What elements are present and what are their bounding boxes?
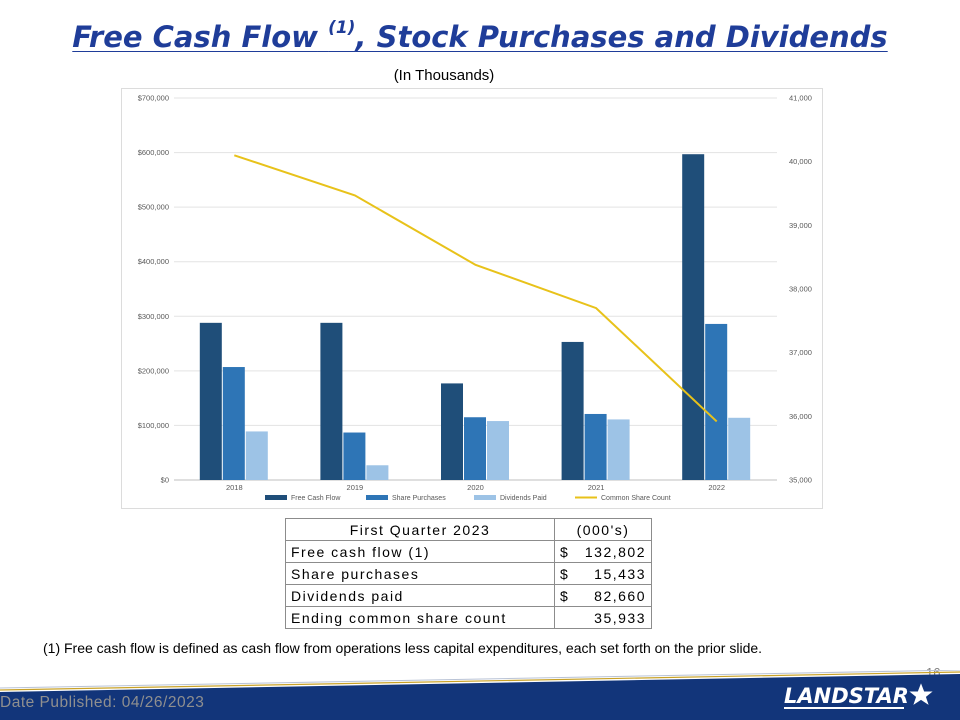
y-right-tick-label: 41,000 [789, 94, 812, 103]
table-row-currency: $ [560, 543, 570, 560]
legend-label: Dividends Paid [500, 495, 547, 502]
y-left-tick-label: $300,000 [138, 312, 169, 321]
table-row: Ending common share count 35,933 [285, 606, 652, 629]
y-left-tick-label: $500,000 [138, 203, 169, 212]
bar-share-purchases [222, 367, 245, 480]
slide-title: Free Cash Flow (1), Stock Purchases and … [0, 18, 960, 54]
table-row-label: Ending common share count [285, 606, 555, 629]
table-row-value: 82,660 [594, 587, 646, 604]
y-right-tick-label: 39,000 [789, 221, 812, 230]
y-right-tick-label: 40,000 [789, 157, 812, 166]
title-rest: , Stock Purchases and Dividends [355, 20, 888, 54]
bar-share-purchases [705, 323, 728, 480]
table-header-row: First Quarter 2023 (000's) [285, 518, 652, 541]
legend-swatch [474, 495, 496, 500]
y-left-tick-label: $0 [161, 476, 169, 485]
bar-free-cash-flow [441, 383, 463, 480]
bottom-band [0, 670, 960, 720]
y-left-tick-label: $100,000 [138, 421, 169, 430]
date-published: Date Published: 04/26/2023 [0, 694, 205, 711]
table-row-value: 132,802 [584, 543, 646, 560]
legend-label: Free Cash Flow [291, 495, 341, 502]
landstar-logo: LANDSTAR [784, 680, 936, 709]
table-row: Share purchases $15,433 [285, 562, 652, 585]
table-row: Free cash flow (1) $132,802 [285, 540, 652, 563]
bar-free-cash-flow [320, 322, 343, 480]
bar-dividends-paid [728, 417, 751, 480]
x-tick-label: 2018 [226, 483, 243, 492]
star-icon [906, 680, 936, 708]
table-row-value: 35,933 [594, 609, 646, 626]
table-row-label: Free cash flow (1) [285, 540, 555, 563]
table-row: Dividends paid $82,660 [285, 584, 652, 607]
bar-free-cash-flow [682, 154, 705, 481]
x-tick-label: 2022 [708, 483, 725, 492]
y-right-tick-label: 37,000 [789, 348, 812, 357]
y-left-tick-label: $600,000 [138, 148, 169, 157]
table-row-currency: $ [560, 587, 570, 604]
combo-chart: $0 $100,000 $200,000 $300,000 $400,000 $500,0… [138, 94, 812, 503]
table-row-value: 15,433 [594, 565, 646, 582]
legend-label: Common Share Count [601, 495, 671, 502]
table-row-label: Share purchases [285, 562, 555, 585]
x-tick-label: 2019 [347, 483, 364, 492]
line-common-share-count [233, 154, 718, 423]
bar-dividends-paid [607, 419, 630, 480]
chart-container: $0 $100,000 $200,000 $300,000 $400,000 $500,0… [121, 88, 823, 509]
bar-dividends-paid [487, 421, 509, 480]
bar-free-cash-flow [561, 341, 584, 480]
footnote: (1) Free cash flow is defined as cash fl… [43, 640, 763, 656]
bar-share-purchases [343, 432, 366, 480]
logo-wordmark: LANDSTAR [784, 684, 909, 708]
y-right-tick-label: 36,000 [789, 412, 812, 421]
y-right-tick-label: 35,000 [789, 476, 812, 485]
y-left-tick-label: $400,000 [138, 257, 169, 266]
x-tick-label: 2020 [467, 483, 484, 492]
table-header-label: First Quarter 2023 [285, 518, 555, 541]
y-right-tick-label: 38,000 [789, 285, 812, 294]
bar-share-purchases [464, 417, 486, 480]
bar-free-cash-flow [199, 322, 222, 480]
y-left-tick-label: $700,000 [138, 94, 169, 103]
legend-swatch [265, 495, 287, 500]
slide-subtitle: (In Thousands) [393, 67, 495, 84]
table-header-units: (000's) [554, 518, 652, 541]
first-quarter-table: First Quarter 2023 (000's) Free cash flo… [285, 518, 652, 629]
bar-dividends-paid [245, 431, 268, 480]
table-row-label: Dividends paid [285, 584, 555, 607]
legend-swatch [366, 495, 388, 500]
x-tick-label: 2021 [588, 483, 605, 492]
y-left-tick-label: $200,000 [138, 366, 169, 375]
title-footnote-ref: (1) [328, 18, 356, 39]
bar-dividends-paid [366, 465, 389, 480]
legend-label: Share Purchases [392, 495, 446, 502]
title-main: Free Cash Flow [72, 20, 318, 54]
bar-share-purchases [584, 413, 607, 480]
table-row-currency: $ [560, 565, 570, 582]
